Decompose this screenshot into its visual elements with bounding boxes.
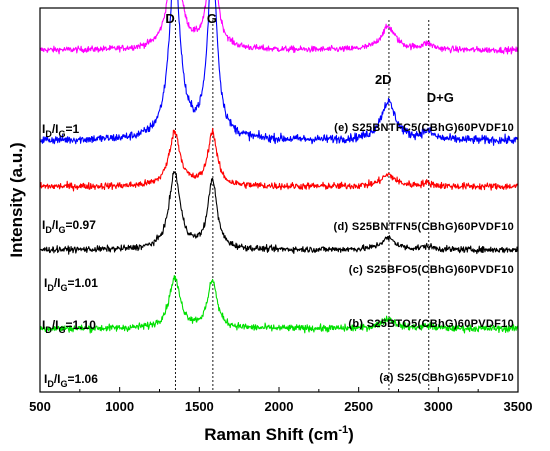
- ratio-part-ratio-sep: /I: [54, 276, 61, 290]
- series-line: [39, 127, 519, 192]
- ratio-labels: ID/IG=1ID/IG=0.97ID/IG=1.01ID/IG=1.10ID/…: [42, 122, 98, 389]
- x-tick-label: 2000: [265, 399, 294, 414]
- x-tick-label: 3500: [504, 399, 533, 414]
- ratio-part-ratio-sep: /I: [52, 122, 59, 136]
- series-name-label: (c) S25BFO5(CBhG)60PVDF10: [349, 264, 514, 276]
- ratio-part-ratio-value: =1.10: [66, 318, 97, 332]
- ratio-part-ratio-sep: /I: [54, 372, 61, 386]
- ratio-part-ratio-value: =1.01: [68, 276, 99, 290]
- ratio-part-ratio-sep: /I: [52, 318, 59, 332]
- ratio-part-ratio-main: I: [44, 372, 47, 386]
- series-name-label: (a) S25(CBhG)65PVDF10: [379, 372, 514, 384]
- series-name-label: (d) S25BNTFN5(CBhG)60PVDF10: [334, 221, 514, 233]
- x-tick-label: 1500: [185, 399, 214, 414]
- y-axis-title: Intensity (a.u.): [7, 142, 26, 257]
- x-axis-title-main: Raman Shift (cm: [204, 425, 338, 444]
- series-line: [39, 171, 519, 255]
- ratio-part-ratio-d: D: [47, 379, 54, 389]
- series-line: [39, 0, 519, 55]
- x-axis-title-sup: -1: [338, 424, 348, 436]
- id-ig-ratio-label: ID/IG=0.97: [42, 218, 96, 235]
- reference-lines: [174, 20, 430, 392]
- ratio-part-ratio-main: I: [42, 218, 45, 232]
- peak-label-d: D: [165, 11, 174, 26]
- x-tick-label: 2500: [344, 399, 373, 414]
- peak-label-g: G: [207, 11, 217, 26]
- peak-labels: D G 2D D+G: [165, 11, 453, 105]
- x-tick-label: 3000: [424, 399, 453, 414]
- id-ig-ratio-label: ID/IG=1.10: [42, 318, 96, 335]
- ratio-part-ratio-sep: /I: [52, 218, 59, 232]
- x-ticks: 500 1000 1500 2000 2500 3000 3500: [29, 387, 532, 414]
- ratio-part-ratio-d: D: [45, 129, 52, 139]
- ratio-part-ratio-g: G: [59, 225, 66, 235]
- x-axis-title: Raman Shift (cm-1): [204, 424, 354, 444]
- x-tick-label: 1000: [105, 399, 134, 414]
- ratio-part-ratio-g: G: [61, 379, 68, 389]
- ratio-part-ratio-d: D: [47, 283, 54, 293]
- series-line: [39, 275, 519, 334]
- id-ig-ratio-label: ID/IG=1.01: [44, 276, 98, 293]
- ratio-part-ratio-g: G: [59, 129, 66, 139]
- ratio-part-ratio-main: I: [42, 122, 45, 136]
- id-ig-ratio-label: ID/IG=1: [42, 122, 80, 139]
- ratio-part-ratio-value: =1: [66, 122, 80, 136]
- ratio-part-ratio-g: G: [59, 325, 66, 335]
- ratio-part-ratio-d: D: [45, 225, 52, 235]
- plot-frame: [39, 7, 519, 393]
- ratio-part-ratio-d: D: [45, 325, 52, 335]
- ratio-part-ratio-main: I: [44, 276, 47, 290]
- peak-label-2d: 2D: [375, 72, 392, 87]
- series-name-label: (b) S25BTO5(CBhG)60PVDF10: [348, 318, 514, 330]
- ratio-part-ratio-value: =0.97: [66, 218, 97, 232]
- series-labels: (e) S25BNTFC5(CBhG)60PVDF10 (d) S25BNTFN5…: [334, 122, 514, 384]
- series-group: [39, 0, 519, 334]
- id-ig-ratio-label: ID/IG=1.06: [44, 372, 98, 389]
- series-name-label: (e) S25BNTFC5(CBhG)60PVDF10: [334, 122, 514, 134]
- ratio-part-ratio-value: =1.06: [68, 372, 99, 386]
- ratio-part-ratio-g: G: [61, 283, 68, 293]
- ratio-part-ratio-main: I: [42, 318, 45, 332]
- series-line: [39, 0, 519, 146]
- peak-label-d-plus-g: D+G: [427, 90, 454, 105]
- x-axis-title-suffix: ): [348, 425, 354, 444]
- x-tick-label: 500: [29, 399, 51, 414]
